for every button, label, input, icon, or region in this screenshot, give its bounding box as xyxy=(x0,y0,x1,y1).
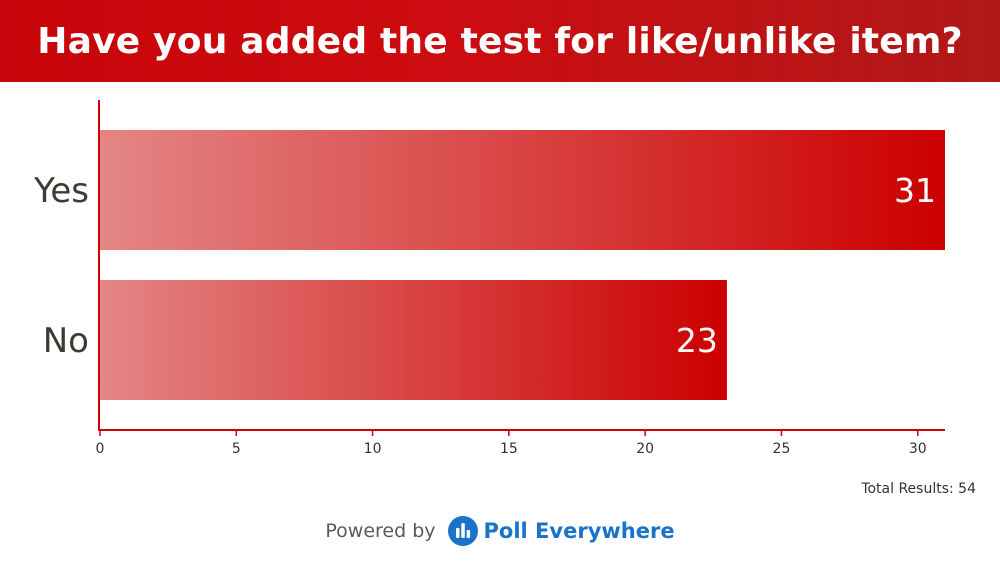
bar-yes xyxy=(100,130,945,250)
category-label-yes: Yes xyxy=(33,171,89,211)
title-banner: Have you added the test for like/unlike … xyxy=(0,0,1000,82)
bar-chart: Yes 31 No 23 0 5 10 15 20 25 30 xyxy=(33,100,945,457)
powered-by-footer: Powered by Poll Everywhere xyxy=(0,514,1000,548)
total-results: Total Results: 54 xyxy=(861,481,976,497)
value-label-no: 23 xyxy=(676,321,718,360)
x-tick-label-25: 25 xyxy=(773,441,791,457)
page-title: Have you added the test for like/unlike … xyxy=(37,20,963,62)
x-tick-label-30: 30 xyxy=(909,441,927,457)
x-tick-label-10: 10 xyxy=(364,441,382,457)
value-label-yes: 31 xyxy=(894,171,936,210)
x-tick-label-20: 20 xyxy=(636,441,654,457)
x-tick-label-5: 5 xyxy=(232,441,241,457)
category-label-no: No xyxy=(43,321,89,361)
powered-by-label: Powered by xyxy=(325,520,436,542)
bar-no xyxy=(100,280,727,400)
poll-everywhere-brand: Poll Everywhere xyxy=(483,519,675,543)
poll-everywhere-logo-icon xyxy=(447,516,478,546)
x-tick-label-15: 15 xyxy=(500,441,518,457)
x-tick-label-0: 0 xyxy=(96,441,105,457)
